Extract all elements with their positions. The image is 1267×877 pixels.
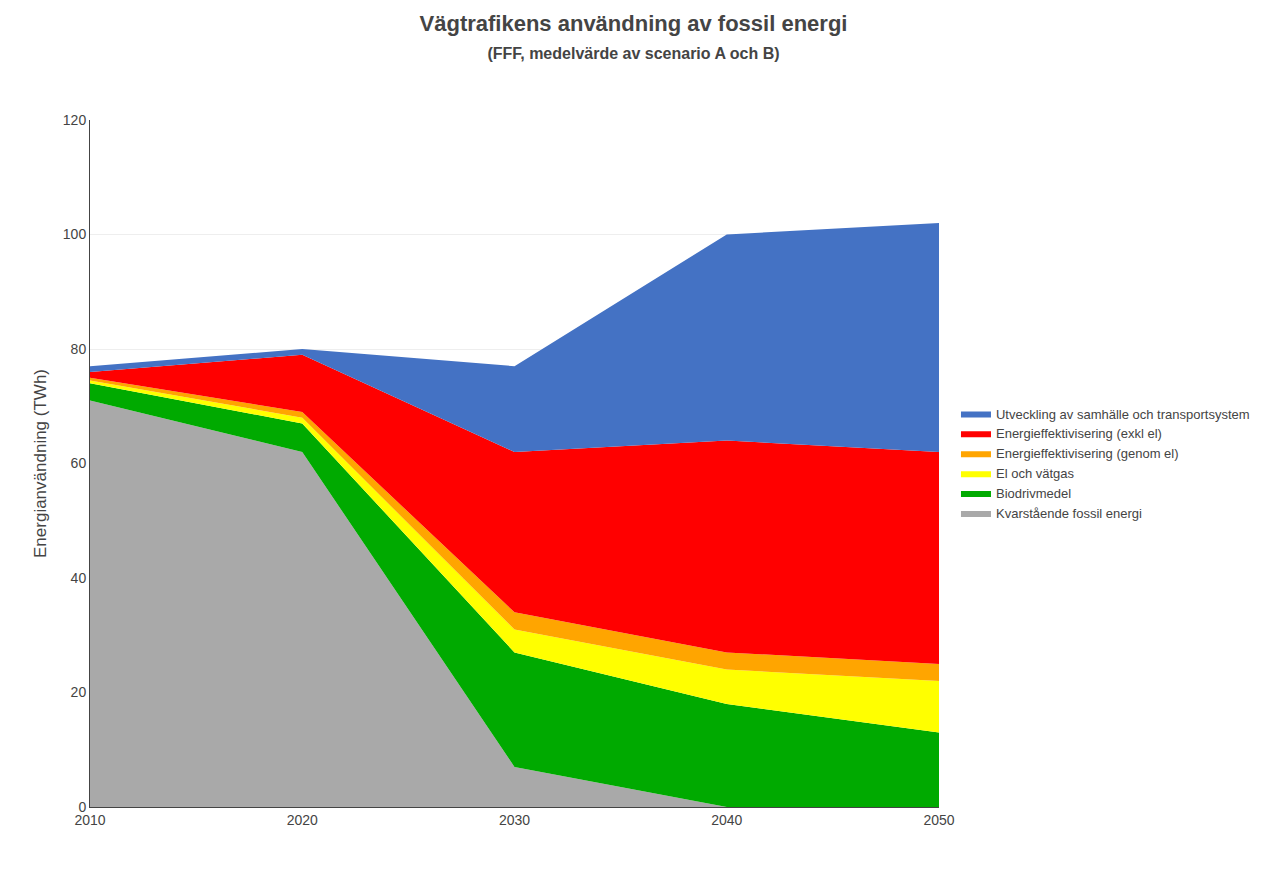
svg-text:Biodrivmedel: Biodrivmedel: [996, 486, 1071, 501]
svg-text:Energianvändning (TWh): Energianvändning (TWh): [31, 369, 50, 558]
svg-text:2020: 2020: [287, 812, 318, 828]
svg-text:2030: 2030: [499, 812, 530, 828]
svg-text:40: 40: [71, 570, 87, 586]
svg-text:Vägtrafikens användning av fos: Vägtrafikens användning av fossil energi…: [420, 11, 848, 63]
svg-text:20: 20: [71, 684, 87, 700]
svg-text:2010: 2010: [74, 812, 105, 828]
svg-text:2040: 2040: [711, 812, 742, 828]
svg-text:Kvarstående fossil energi: Kvarstående fossil energi: [996, 506, 1142, 521]
svg-text:Utveckling av samhälle och tra: Utveckling av samhälle och transportsyst…: [996, 407, 1250, 422]
svg-text:2050: 2050: [923, 812, 954, 828]
svg-text:60: 60: [71, 455, 87, 471]
svg-text:0: 0: [78, 799, 86, 815]
svg-text:Energieffektivisering (exkl el: Energieffektivisering (exkl el): [996, 426, 1162, 441]
svg-text:80: 80: [71, 341, 87, 357]
svg-text:120: 120: [63, 112, 87, 128]
svg-text:Energieffektivisering (genom e: Energieffektivisering (genom el): [996, 446, 1179, 461]
svg-text:El och vätgas: El och vätgas: [996, 466, 1075, 481]
svg-text:100: 100: [63, 226, 87, 242]
